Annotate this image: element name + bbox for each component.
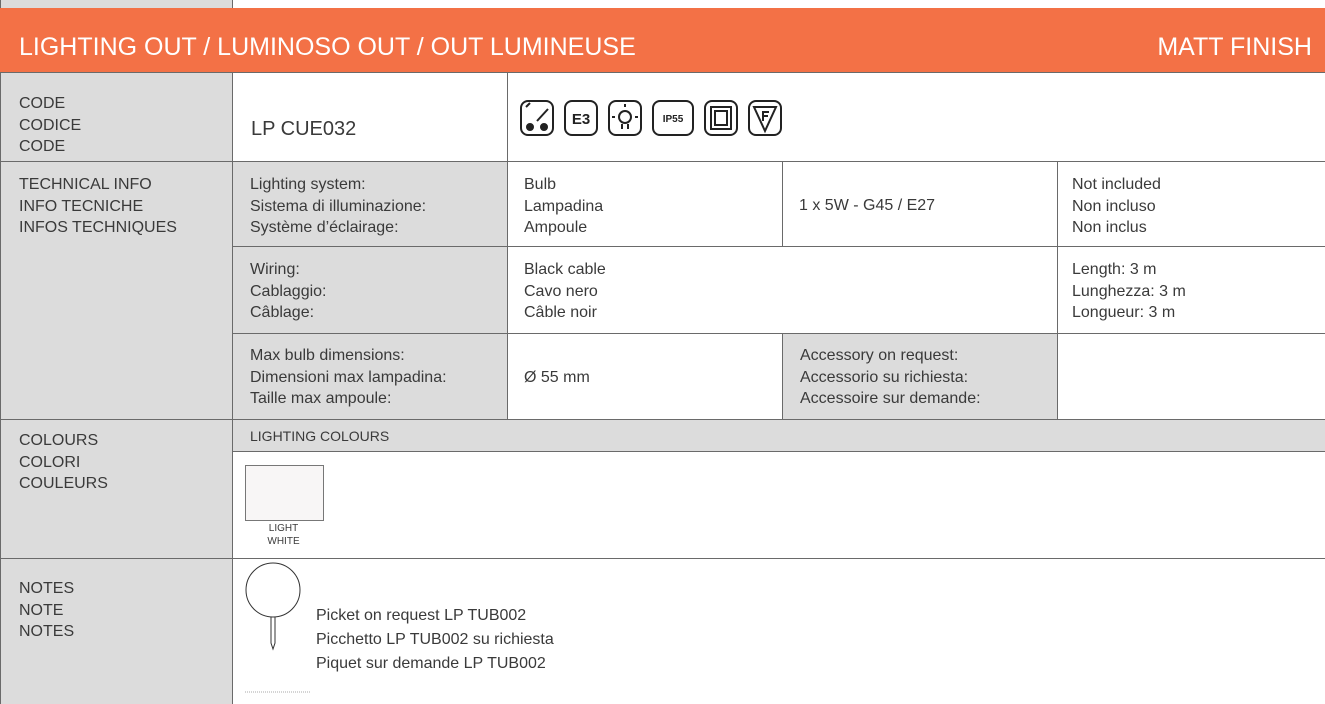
line: Dimensioni max lampadina:: [250, 368, 447, 386]
line: Length: 3 m: [1072, 261, 1157, 278]
line: Câble noir: [524, 304, 597, 321]
line: Accessory on request:: [800, 347, 959, 364]
label-line: COULEURS: [19, 475, 108, 492]
line: Lunghezza: 3 m: [1072, 282, 1186, 300]
line: Black cable: [524, 261, 606, 278]
swatch: [245, 465, 324, 521]
icon: [710, 106, 732, 130]
label-line: NOTES: [19, 580, 75, 597]
label-line: NOTES: [19, 623, 75, 640]
colours-heading: LIGHTING COLOURS: [232, 419, 1325, 452]
code-value: LP CUE032: [251, 118, 357, 140]
icon: [762, 111, 769, 121]
line: Cavo nero: [524, 282, 598, 300]
line: Câblage:: [250, 304, 315, 321]
icon: [608, 100, 642, 136]
header-finish: MATT FINISH: [1157, 33, 1312, 61]
icons-cell: E3 IP55: [507, 72, 1325, 162]
line: Ø 55 mm: [524, 369, 590, 386]
icon: [536, 108, 549, 122]
label-cell: CODE CODICE CODE: [0, 72, 233, 162]
line: Picket on request LP TUB002: [316, 607, 527, 624]
accessory-cell: Accessory on request: Accessorio su rich…: [782, 333, 1058, 420]
icon: [540, 123, 548, 131]
sub-label: Wiring: Cablaggio: Câblage:: [232, 246, 508, 334]
icon-text: E3: [572, 111, 590, 128]
line: Lampadina: [524, 197, 604, 215]
value-cell: 1 x 5W - G45 / E27: [782, 161, 1058, 247]
line: Non inclus: [1072, 219, 1147, 236]
line: WHITE: [267, 536, 300, 547]
line: Ampoule: [524, 219, 588, 236]
label-cell: NOTES NOTE NOTES: [0, 558, 233, 704]
value-cell: Bulb Lampadina Ampoule: [507, 161, 783, 247]
label-line: COLORI: [19, 453, 81, 471]
value-cell: Not included Non incluso Non inclus: [1057, 161, 1325, 247]
line: Accessorio su richiesta:: [800, 368, 969, 386]
icon-text: IP55: [663, 114, 684, 125]
label-line: CODE: [19, 95, 66, 112]
icon: [564, 100, 598, 136]
line: Picchetto LP TUB002 su richiesta: [316, 631, 554, 648]
notes-cell: Picket on request LP TUB002 Picchetto LP…: [232, 558, 1325, 704]
value-cell: Length: 3 m Lunghezza: 3 m Longueur: 3 m: [1057, 246, 1325, 334]
icon: [525, 102, 531, 108]
line: Accessoire sur demande:: [800, 390, 981, 407]
value-cell: Ø 55 mm: [507, 333, 783, 420]
line: Bulb: [524, 176, 557, 193]
label-line: CODE: [19, 138, 66, 155]
icon: [526, 123, 534, 131]
label-line: COLOURS: [19, 432, 99, 449]
picket-drawing: [245, 562, 311, 693]
icon: [714, 110, 728, 126]
line: Longueur: 3 m: [1072, 304, 1176, 321]
line: Système d’éclairage:: [250, 219, 399, 236]
swatch-label: LIGHT WHITE: [245, 522, 322, 548]
line: Not included: [1072, 176, 1161, 193]
label-line: CODICE: [19, 116, 82, 134]
icons: E3 IP55: [520, 100, 782, 136]
icon: [652, 100, 694, 136]
picket: [270, 617, 276, 651]
label-cell: COLOURS COLORI COULEURS: [0, 419, 233, 559]
line: Lighting system:: [250, 176, 366, 193]
label-cell: TECHNICAL INFO INFO TECNICHE INFOS TECHN…: [0, 161, 233, 420]
label-line: TECHNICAL INFO: [19, 176, 152, 193]
icon: [618, 110, 632, 124]
line: Non incluso: [1072, 197, 1156, 215]
bulb: [245, 562, 301, 618]
icon: [704, 100, 738, 136]
code-cell: LP CUE032: [232, 72, 508, 162]
header-title: LIGHTING OUT / LUMINOSO OUT / OUT LUMINE…: [19, 33, 636, 61]
icon: [748, 100, 782, 136]
line: Wiring:: [250, 261, 300, 278]
header-bar: LIGHTING OUT / LUMINOSO OUT / OUT LUMINE…: [0, 8, 1325, 72]
sub-label: Lighting system: Sistema di illuminazion…: [232, 161, 508, 247]
value-cell: Black cable Cavo nero Câble noir: [507, 246, 1058, 334]
empty-cell: [1057, 333, 1325, 420]
swatch-cell: LIGHT WHITE: [232, 451, 1325, 559]
line: LIGHT: [268, 523, 299, 534]
icon: [520, 100, 554, 136]
sub-label: Max bulb dimensions: Dimensioni max lamp…: [232, 333, 508, 420]
label-line: INFO TECNICHE: [19, 197, 144, 215]
line: 1 x 5W - G45 / E27: [799, 197, 936, 214]
line: LIGHTING COLOURS: [250, 428, 390, 444]
line: Taille max ampoule:: [250, 390, 392, 407]
line: Cablaggio:: [250, 282, 327, 300]
icon: [752, 106, 778, 134]
line: Sistema di illuminazione:: [250, 197, 427, 215]
label-line: NOTE: [19, 601, 64, 619]
line: Max bulb dimensions:: [250, 347, 405, 364]
label-line: INFOS TECHNIQUES: [19, 219, 177, 236]
line: Piquet sur demande LP TUB002: [316, 655, 546, 672]
notes-text: Picket on request LP TUB002 Picchetto LP…: [316, 604, 554, 676]
